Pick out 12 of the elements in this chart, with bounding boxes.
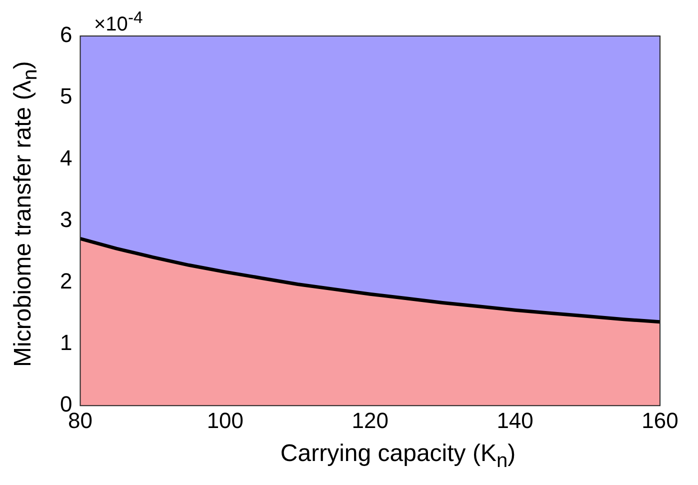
x-tick-label: 160 bbox=[642, 408, 678, 433]
x-tick-label: 120 bbox=[352, 408, 388, 433]
x-axis-title: Carrying capacity (K$_{n}$) bbox=[280, 440, 516, 473]
x-tick-label: 100 bbox=[206, 408, 244, 433]
y-tick-label: 4 bbox=[60, 145, 72, 170]
x-tick-label: 140 bbox=[496, 408, 534, 433]
text: ×10$^{-4}$ bbox=[94, 8, 143, 37]
y-tick-label: 6 bbox=[60, 22, 72, 48]
y-tick-label: 5 bbox=[60, 84, 72, 109]
y-tick-label: 1 bbox=[60, 330, 72, 356]
y-tick-label: 2 bbox=[60, 268, 72, 294]
y-tick-label: 3 bbox=[60, 206, 72, 232]
